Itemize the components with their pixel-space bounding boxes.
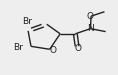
Text: Br: Br bbox=[23, 17, 32, 26]
Text: O: O bbox=[75, 44, 82, 53]
Text: O: O bbox=[86, 12, 93, 21]
Text: O: O bbox=[49, 46, 56, 55]
Text: N: N bbox=[87, 24, 94, 33]
Text: Br: Br bbox=[13, 43, 23, 52]
